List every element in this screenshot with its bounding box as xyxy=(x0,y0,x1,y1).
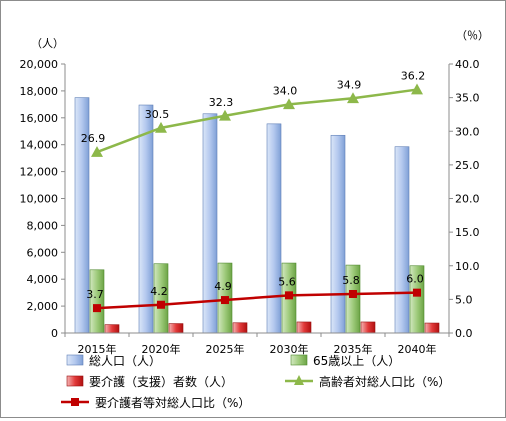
legend-label: 総人口（人） xyxy=(89,354,161,368)
left-tick-label: 4,000 xyxy=(27,273,59,286)
x-tick-label: 2025年 xyxy=(206,342,245,356)
x-axis-labels: 2015年 2020年 2025年 2030年 2035年 2040年 xyxy=(64,333,450,356)
x-tick-label: 2030年 xyxy=(270,342,309,356)
left-tick-label: 10,000 xyxy=(20,193,59,206)
right-tick-label: 15.0 xyxy=(455,226,480,239)
care-ratio-data-label: 4.2 xyxy=(150,285,168,298)
care-recipients-bar xyxy=(296,321,312,334)
left-tick-label: 14,000 xyxy=(20,139,59,152)
care-recipients-bar xyxy=(104,324,120,334)
right-tick-label: 0.0 xyxy=(455,327,473,340)
care-ratio-data-label: 5.6 xyxy=(278,275,296,288)
care-recipients-bar xyxy=(168,323,184,334)
right-axis-ticks: 0.0 5.0 10.0 15.0 20.0 25.0 30.0 35.0 40.0 xyxy=(449,58,480,340)
x-tick-label: 2035年 xyxy=(334,342,373,356)
elderly-ratio-point xyxy=(155,121,167,133)
elderly-ratio-data-label: 36.2 xyxy=(401,70,426,83)
elderly-population-bar xyxy=(153,263,169,334)
right-tick-label: 30.0 xyxy=(455,125,480,138)
right-tick-label: 20.0 xyxy=(455,193,480,206)
x-tick-label: 2040年 xyxy=(398,342,437,356)
elderly-ratio-point xyxy=(219,109,231,121)
care-ratio-point xyxy=(349,289,357,298)
x-tick-label: 2015年 xyxy=(78,342,117,356)
legend-marker xyxy=(294,375,304,385)
left-tick-label: 8,000 xyxy=(27,219,59,232)
left-tick-label: 20,000 xyxy=(20,58,59,71)
elderly-population-bar xyxy=(89,269,105,334)
care-ratio-point xyxy=(157,300,165,309)
legend-swatch xyxy=(290,354,308,366)
right-axis-unit: （％） xyxy=(456,29,489,42)
care-ratio-line xyxy=(96,291,418,310)
legend-marker xyxy=(71,398,79,406)
legend-swatch xyxy=(66,354,84,366)
elderly-ratio-data-label: 30.5 xyxy=(145,108,170,121)
care-recipients-bar xyxy=(232,322,248,334)
right-tick-label: 10.0 xyxy=(455,260,480,273)
elderly-ratio-point xyxy=(411,83,423,95)
right-tick-label: 40.0 xyxy=(455,58,480,71)
legend-label: 高齢者対総人口比（%） xyxy=(319,374,450,389)
care-recipients-bar xyxy=(360,321,376,334)
left-tick-label: 16,000 xyxy=(20,112,59,125)
elderly-ratio-point xyxy=(347,92,359,104)
left-tick-label: 2,000 xyxy=(27,300,59,313)
right-tick-label: 35.0 xyxy=(455,92,480,105)
care-ratio-point xyxy=(93,304,101,313)
care-ratio-data-label: 4.9 xyxy=(214,280,232,293)
line-layer: 26.9 30.5 32.3 34.0 34.9 36.2 3.7 4.2 4.9 5.6 5.8 6… xyxy=(81,70,426,313)
left-tick-label: 6,000 xyxy=(27,246,59,259)
total-population-bar xyxy=(266,123,282,334)
left-tick-label: 12,000 xyxy=(20,166,59,179)
right-tick-label: 25.0 xyxy=(455,159,480,172)
legend: 総人口（人） 65歳以上（人） 要介護（支援）者数（人） 高齢者対総人口比（%） 要介護… xyxy=(61,354,450,410)
elderly-ratio-point xyxy=(91,146,103,157)
left-axis-unit: （人） xyxy=(31,37,64,50)
elderly-ratio-data-label: 34.0 xyxy=(273,84,298,97)
care-ratio-point xyxy=(285,291,293,300)
elderly-ratio-point xyxy=(283,98,295,110)
legend-swatch xyxy=(66,375,84,387)
elderly-ratio-data-label: 26.9 xyxy=(81,132,106,145)
total-population-bar xyxy=(330,134,346,334)
left-tick-label: 0 xyxy=(51,327,58,340)
care-ratio-point xyxy=(413,288,421,297)
x-tick-label: 2020年 xyxy=(142,342,181,356)
care-ratio-data-label: 3.7 xyxy=(86,288,104,301)
right-tick-label: 5.0 xyxy=(455,293,473,306)
elderly-ratio-data-label: 34.9 xyxy=(337,78,362,91)
elderly-ratio-data-label: 32.3 xyxy=(209,96,234,109)
elderly-ratio-line xyxy=(96,88,418,154)
left-tick-label: 18,000 xyxy=(20,85,59,98)
legend-label: 要介護（支援）者数（人） xyxy=(89,374,233,389)
legend-label: 要介護者等対総人口比（%） xyxy=(95,395,250,410)
total-population-bar xyxy=(138,104,154,334)
left-axis-ticks: 0 2,000 4,000 6,000 8,000 10,000 12,000 14,000 1… xyxy=(20,58,65,340)
total-population-bar xyxy=(394,146,410,334)
legend-label: 65歳以上（人） xyxy=(313,354,400,368)
care-ratio-point xyxy=(221,296,229,305)
care-ratio-data-label: 6.0 xyxy=(406,273,424,286)
care-recipients-bar xyxy=(424,322,440,334)
care-ratio-data-label: 5.8 xyxy=(342,274,360,287)
